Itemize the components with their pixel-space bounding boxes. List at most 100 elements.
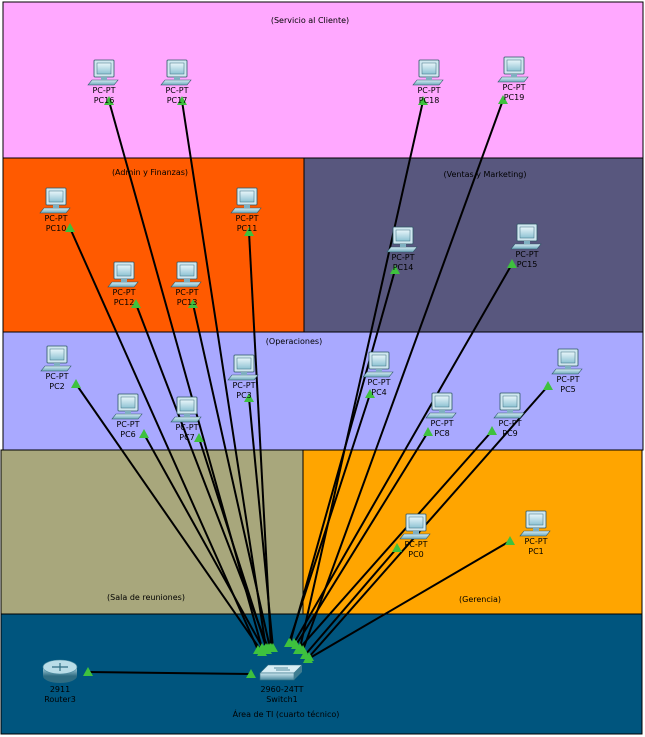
- port-router3: [83, 667, 93, 676]
- device-name-label: PC12: [114, 298, 135, 307]
- pc-icon: [107, 261, 139, 288]
- port-switch-pc9: [293, 645, 303, 654]
- port-switch-pc4: [284, 638, 294, 647]
- port-switch-pc7: [262, 645, 272, 654]
- pc-icon: [170, 396, 202, 423]
- link-pc15-switch1[interactable]: [293, 263, 513, 644]
- port-pc11: [244, 227, 254, 236]
- device-name-label: PC18: [419, 96, 440, 105]
- pc-icon: [160, 59, 192, 86]
- device-name-label: PC7: [179, 433, 195, 442]
- port-pc12: [131, 299, 141, 308]
- pc-icon: [87, 59, 119, 86]
- link-pc19-switch1[interactable]: [302, 99, 504, 651]
- device-name-label: PC11: [237, 224, 258, 233]
- pc-icon: [493, 392, 525, 419]
- device-type-label: PC-PT: [116, 420, 139, 429]
- device-name-label: PC4: [371, 388, 387, 397]
- device-type-label: PC-PT: [165, 86, 188, 95]
- zone-sala: (Sala de reuniones): [0, 449, 304, 615]
- pc-icon: [497, 56, 529, 83]
- zone-ventas-area: [303, 157, 644, 333]
- link-pc12-switch1[interactable]: [135, 303, 269, 649]
- device-name-label: PC0: [408, 550, 424, 559]
- pc-icon: [399, 513, 431, 540]
- link-pc8-switch1[interactable]: [295, 431, 429, 646]
- link-pc2-switch1[interactable]: [75, 383, 263, 653]
- pc-icon: [386, 226, 418, 253]
- device-type-label: PC-PT: [44, 214, 67, 223]
- zone-sala-label: (Sala de reuniones): [107, 593, 185, 602]
- pc-icon: [362, 351, 394, 378]
- link-router3-switch1[interactable]: [87, 671, 252, 675]
- link-pc3-switch1[interactable]: [248, 397, 274, 649]
- device-name-label: PC17: [167, 96, 188, 105]
- device-type-label: PC-PT: [175, 288, 198, 297]
- port-pc4: [365, 389, 375, 398]
- device-name-label: PC16: [94, 96, 115, 105]
- link-pc9-switch1[interactable]: [297, 430, 493, 651]
- zone-ti-label: Área de TI (cuarto técnico): [233, 708, 340, 719]
- device-type-label: PC-PT: [112, 288, 135, 297]
- zone-operaciones: (Operaciones): [2, 331, 644, 451]
- link-pc4-switch1[interactable]: [288, 393, 371, 644]
- device-name-label: PC13: [177, 298, 198, 307]
- pc-icon: [230, 187, 262, 214]
- port-pc19: [498, 95, 508, 104]
- link-pc5-switch1[interactable]: [308, 385, 549, 658]
- port-pc9: [487, 426, 497, 435]
- link-pc0-switch1[interactable]: [304, 547, 398, 656]
- zone-admin: (Admin y Finanzas): [2, 157, 305, 333]
- link-pc1-switch1[interactable]: [307, 540, 511, 660]
- link-pc6-switch1[interactable]: [143, 433, 265, 651]
- zone-ti-area: [0, 613, 643, 735]
- device-type-label: PC-PT: [235, 214, 258, 223]
- link-pc10-switch1[interactable]: [69, 227, 259, 651]
- device-type-label: PC-PT: [391, 253, 414, 262]
- device-type-label: PC-PT: [367, 378, 390, 387]
- link-pc13-switch1[interactable]: [192, 303, 271, 649]
- device-name-label: PC14: [393, 263, 414, 272]
- device-name-label: Router3: [44, 695, 76, 704]
- zone-servicio-label: (Servicio al Cliente): [271, 16, 349, 25]
- port-pc8: [423, 427, 433, 436]
- device-name-label: PC19: [504, 93, 525, 102]
- pc-icon: [39, 187, 71, 214]
- links-layer: [69, 99, 549, 675]
- port-pc2: [71, 379, 81, 388]
- link-pc7-switch1[interactable]: [198, 437, 268, 651]
- pc-icon: [519, 510, 551, 537]
- device-name-label: PC8: [434, 429, 450, 438]
- link-pc14-switch1[interactable]: [289, 269, 396, 644]
- zone-gerencia-area: [302, 449, 643, 615]
- pc-icon: [40, 345, 72, 372]
- zone-ventas-label: (Ventas y Marketing): [444, 170, 527, 179]
- link-pc17-switch1[interactable]: [181, 100, 267, 649]
- pc-icon: [170, 261, 202, 288]
- port-switch-router3: [246, 669, 256, 678]
- link-pc18-switch1[interactable]: [299, 100, 424, 649]
